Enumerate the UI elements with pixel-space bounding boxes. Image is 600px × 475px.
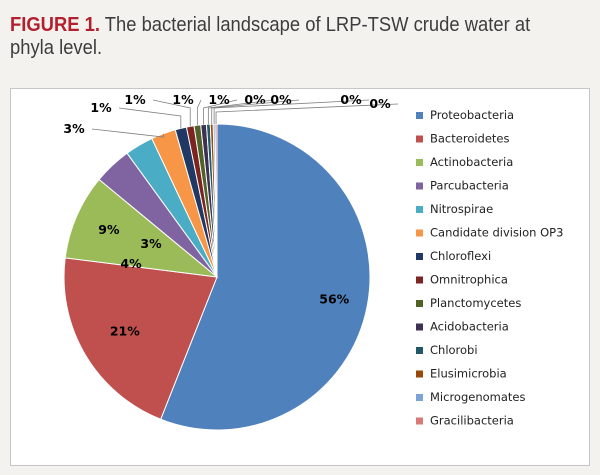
- leader-line-candidate-division-op3: [91, 128, 164, 138]
- slice-label-proteobacteria: 56%: [319, 291, 349, 306]
- legend-entry-acidobacteria: Acidobacteria: [430, 320, 509, 334]
- leader-line-chloroflexi: [118, 107, 182, 129]
- legend-entry-chlorobi: Chlorobi: [430, 343, 478, 357]
- leader-line-microgenomates: [213, 99, 370, 125]
- leader-line-acidobacteria: [203, 99, 238, 125]
- slice-label-actinobacteria: 9%: [98, 222, 120, 237]
- slice-label-planctomycetes: 1%: [172, 92, 194, 107]
- slice-label-parcubacteria: 4%: [120, 256, 142, 271]
- slice-label-candidate-division-op3: 3%: [63, 121, 85, 136]
- legend-entry-proteobacteria: Proteobacteria: [430, 108, 514, 122]
- legend-entry-actinobacteria: Actinobacteria: [430, 155, 513, 169]
- pie-slice-proteobacteria: [160, 123, 371, 431]
- leader-line-planctomycetes: [196, 99, 202, 126]
- legend-swatch-parcubacteria: [416, 182, 423, 190]
- legend-entry-microgenomates: Microgenomates: [430, 390, 525, 404]
- slice-label-bacteroidetes: 21%: [110, 324, 140, 339]
- slice-label-microgenomates: 0%: [340, 92, 362, 107]
- legend-entry-elusimicrobia: Elusimicrobia: [430, 367, 507, 381]
- leader-line-chlorobi: [207, 99, 274, 125]
- legend-entry-nitrospirae: Nitrospirae: [430, 202, 493, 216]
- slice-label-gracilibacteria: 0%: [369, 96, 391, 111]
- figure-title: FIGURE 1. The bacterial landscape of LRP…: [10, 14, 548, 60]
- legend-swatch-actinobacteria: [416, 159, 423, 166]
- legend-swatch-proteobacteria: [416, 112, 423, 119]
- legend-entry-chloroflexi: Chloroflexi: [430, 249, 491, 263]
- legend-swatch-elusimicrobia: [416, 370, 423, 378]
- leader-line-elusimicrobia: [211, 99, 300, 125]
- legend-swatch-nitrospirae: [416, 206, 423, 213]
- legend-swatch-planctomycetes: [416, 300, 423, 307]
- legend-entry-gracilibacteria: Gracilibacteria: [430, 414, 514, 428]
- legend-swatch-chloroflexi: [416, 253, 423, 260]
- pie-slice-gracilibacteria: [214, 123, 218, 278]
- legend-swatch-bacteroidetes: [416, 135, 423, 143]
- pie-slice-bacteroidetes: [63, 257, 218, 420]
- figure-label: FIGURE 1.: [10, 14, 100, 36]
- slice-label-acidobacteria: 1%: [208, 92, 230, 107]
- legend-entry-omnitrophica: Omnitrophica: [430, 273, 508, 287]
- slice-label-omnitrophica: 1%: [124, 92, 146, 107]
- leader-line-omnitrophica: [152, 99, 191, 127]
- legend-swatch-omnitrophica: [416, 276, 423, 284]
- legend-swatch-gracilibacteria: [416, 417, 423, 425]
- legend-swatch-acidobacteria: [416, 323, 423, 331]
- slice-label-chloroflexi: 1%: [90, 100, 112, 115]
- pie-slice-actinobacteria: [64, 178, 219, 278]
- slice-label-nitrospirae: 3%: [140, 236, 162, 251]
- figure-caption: The bacterial landscape of LRP-TSW crude…: [10, 14, 531, 59]
- legend-entry-parcubacteria: Parcubacteria: [430, 179, 509, 193]
- legend-entry-planctomycetes: Planctomycetes: [430, 296, 521, 310]
- pie-chart-panel: 56% 21% 9% 4% 3% 3% 1% 1% 1% 1% 0% 0% 0% 0% Proteobact…: [10, 88, 590, 466]
- legend-swatch-chlorobi: [416, 347, 423, 354]
- slice-label-elusimicrobia: 0%: [270, 92, 292, 107]
- legend-swatch-candidate-division-op3: [416, 229, 423, 237]
- leader-line-gracilibacteria: [215, 103, 399, 125]
- legend-entry-bacteroidetes: Bacteroidetes: [430, 132, 510, 146]
- legend-swatch-microgenomates: [416, 394, 423, 401]
- pie-chart: 56%21%9%4%3%3%1%1% 1% 1% 0% 0% 0% 0%Proteobact…: [63, 92, 563, 431]
- legend-entry-candidate-division-op3: Candidate division OP3: [430, 226, 563, 240]
